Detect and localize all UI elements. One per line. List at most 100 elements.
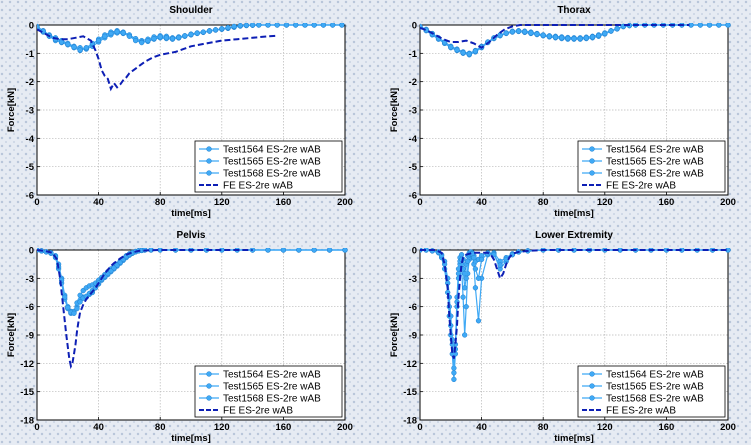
series-line-fe-es-2re-wab — [420, 249, 728, 359]
y-tick-label: -6 — [26, 302, 34, 313]
data-point-test1568-es-2re-wab — [302, 23, 308, 28]
data-point-test1568-es-2re-wab — [126, 33, 133, 39]
data-point-test1568-es-2re-wab — [182, 33, 188, 39]
data-layer — [420, 248, 731, 383]
data-point-test1568-es-2re-wab — [293, 23, 299, 28]
legend-marker-test1565-es-2re-wab — [206, 158, 212, 164]
data-point-test1568-es-2re-wab — [577, 35, 583, 42]
x-tick-label: 200 — [720, 197, 736, 208]
legend-marker-test1564-es-2re-wab — [589, 146, 595, 152]
data-point-test1568-es-2re-wab — [108, 30, 114, 37]
data-point-test1568-es-2re-wab — [534, 31, 540, 37]
data-point-test1564-es-2re-wab — [472, 285, 479, 291]
legend-label-test1564-es-2re-wab: Test1564 ES-2re wAB — [223, 370, 321, 381]
legend-label-test1565-es-2re-wab: Test1565 ES-2re wAB — [223, 382, 321, 393]
data-point-test1568-es-2re-wab — [139, 39, 145, 46]
legend-label-fe-es-2re-wab: FE ES-2re wAB — [223, 406, 293, 417]
chart-shoulder: 0 40 80 120 160 200 0 -1 -2 -3 -4 -5 -6 Shoulder time[… — [6, 5, 353, 219]
data-point-test1568-es-2re-wab — [243, 23, 250, 28]
data-point-test1568-es-2re-wab — [249, 23, 256, 28]
y-tick-label: -18 — [20, 416, 34, 427]
x-tick-label: 40 — [476, 197, 487, 208]
legend-box — [577, 140, 726, 193]
y-tick-label: -1 — [409, 49, 418, 60]
data-point-test1568-es-2re-wab — [475, 275, 482, 281]
data-point-test1568-es-2re-wab — [472, 48, 479, 54]
x-tick-label: 0 — [34, 197, 39, 208]
x-tick-label: 120 — [597, 197, 613, 208]
y-tick-label: -4 — [26, 134, 35, 145]
data-point-test1568-es-2re-wab — [283, 23, 290, 28]
data-point-test1568-es-2re-wab — [206, 28, 213, 34]
x-tick-label: 0 — [417, 422, 422, 433]
series-line-fe-es-2re-wab — [420, 24, 690, 49]
data-point-test1568-es-2re-wab — [225, 24, 231, 31]
data-point-test1568-es-2re-wab — [194, 30, 200, 36]
data-point-test1568-es-2re-wab — [102, 33, 108, 39]
data-point-test1568-es-2re-wab — [706, 23, 713, 28]
data-point-test1568-es-2re-wab — [74, 305, 80, 312]
data-point-test1568-es-2re-wab — [326, 248, 333, 253]
y-tick-label: -2 — [26, 77, 34, 88]
x-tick-label: 160 — [275, 422, 291, 433]
y-tick-label: -6 — [26, 191, 34, 202]
data-point-test1568-es-2re-wab — [65, 41, 71, 47]
data-point-test1568-es-2re-wab — [256, 23, 262, 28]
y-axis-label: Force[kN] — [6, 313, 17, 357]
data-point-test1568-es-2re-wab — [169, 35, 176, 42]
legend-marker-test1565-es-2re-wab — [589, 383, 595, 389]
y-tick-label: 0 — [412, 246, 417, 257]
data-point-test1568-es-2re-wab — [62, 294, 68, 300]
chart-title: Lower Extremity — [535, 230, 613, 241]
legend-label-test1564-es-2re-wab: Test1564 ES-2re wAB — [606, 145, 704, 156]
x-tick-label: 40 — [476, 422, 487, 433]
x-axis-label: time[ms] — [171, 433, 211, 444]
x-tick-label: 200 — [720, 422, 736, 433]
data-point-test1568-es-2re-wab — [451, 370, 457, 376]
data-point-test1568-es-2re-wab — [583, 35, 589, 41]
legend-box — [194, 140, 343, 193]
y-tick-label: -3 — [26, 274, 34, 285]
chart-pelvis: 0 40 80 120 160 200 0 -3 -6 -9 -12 -15 -18 Pelvis time… — [6, 230, 353, 444]
data-point-test1568-es-2re-wab — [145, 37, 151, 44]
legend-marker-test1565-es-2re-wab — [206, 383, 212, 389]
y-tick-label: -3 — [26, 106, 34, 117]
x-tick-label: 120 — [214, 422, 230, 433]
series-line-fe-es-2re-wab — [37, 249, 253, 370]
legend-marker-test1568-es-2re-wab — [206, 395, 212, 401]
data-point-test1564-es-2re-wab — [463, 304, 469, 310]
data-point-test1568-es-2re-wab — [463, 275, 469, 281]
y-axis-label: Force[kN] — [6, 88, 17, 132]
data-layer — [420, 23, 731, 58]
data-point-test1568-es-2re-wab — [342, 248, 348, 253]
data-point-test1568-es-2re-wab — [157, 34, 163, 40]
data-point-test1568-es-2re-wab — [95, 37, 102, 44]
x-tick-label: 200 — [337, 422, 353, 433]
x-axis-label: time[ms] — [171, 208, 211, 219]
data-point-test1568-es-2re-wab — [237, 23, 243, 29]
x-tick-label: 0 — [417, 197, 422, 208]
legend-label-test1568-es-2re-wab: Test1568 ES-2re wAB — [606, 394, 704, 405]
chart-thorax: 0 40 80 120 160 200 0 -1 -2 -3 -4 -5 -6 Thorax time[ms… — [389, 5, 736, 219]
x-tick-label: 80 — [155, 197, 166, 208]
data-point-test1568-es-2re-wab — [478, 256, 485, 263]
data-point-test1568-es-2re-wab — [114, 29, 120, 35]
data-point-test1568-es-2re-wab — [466, 51, 472, 57]
data-point-test1568-es-2re-wab — [602, 30, 608, 37]
data-point-test1568-es-2re-wab — [509, 29, 516, 35]
y-tick-label: -5 — [26, 162, 35, 173]
data-point-test1565-es-2re-wab — [458, 252, 465, 258]
data-point-test1568-es-2re-wab — [725, 23, 731, 28]
legend-box — [577, 365, 726, 418]
x-tick-label: 160 — [658, 197, 674, 208]
x-tick-label: 120 — [597, 422, 613, 433]
legend-label-fe-es-2re-wab: FE ES-2re wAB — [606, 406, 676, 417]
legend-label-test1568-es-2re-wab: Test1568 ES-2re wAB — [223, 169, 321, 180]
data-point-test1568-es-2re-wab — [546, 33, 553, 39]
y-tick-label: 0 — [29, 246, 34, 257]
data-point-test1568-es-2re-wab — [65, 304, 71, 311]
data-point-test1568-es-2re-wab — [497, 32, 503, 38]
x-tick-label: 160 — [275, 197, 291, 208]
